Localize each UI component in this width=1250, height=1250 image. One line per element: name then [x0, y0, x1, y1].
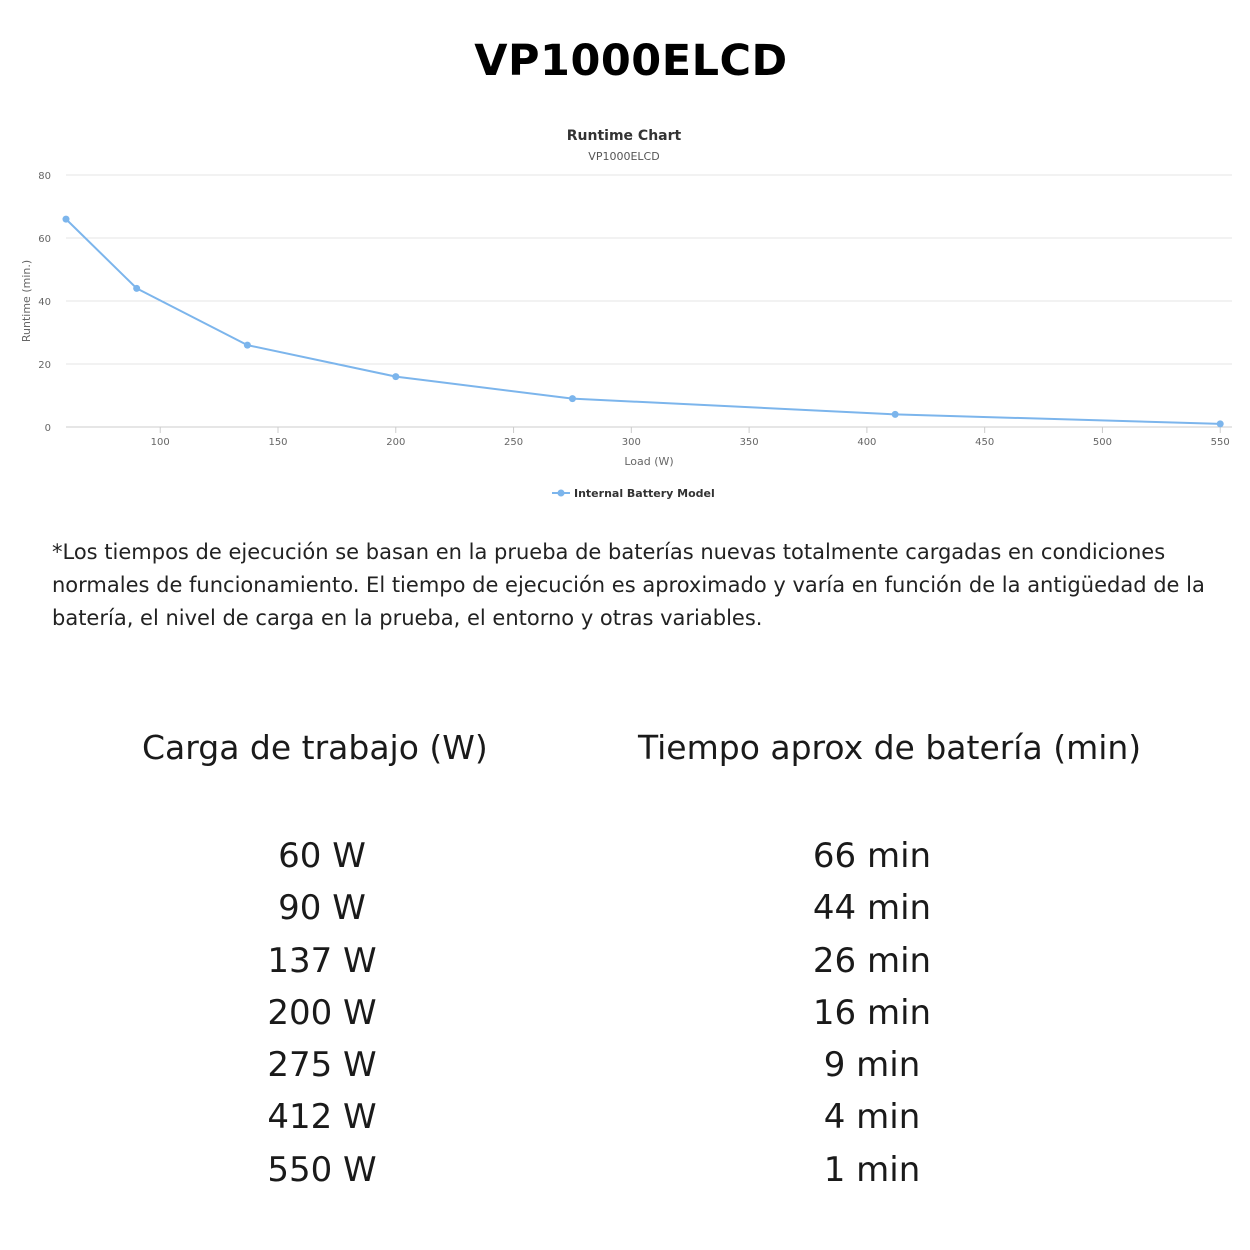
load-cell: 412 W	[267, 1097, 377, 1138]
x-tick-label: 550	[1211, 437, 1230, 448]
legend-marker	[557, 489, 565, 497]
y-tick-label: 0	[45, 423, 51, 434]
x-tick-label: 500	[1093, 437, 1112, 448]
runtime-cell: 1 min	[823, 1149, 921, 1190]
runtime-cell: 4 min	[823, 1097, 921, 1138]
x-tick-label: 300	[622, 437, 641, 448]
data-point[interactable]	[133, 284, 141, 292]
legend[interactable]: Internal Battery Model	[552, 487, 715, 500]
load-cell: 550 W	[267, 1149, 377, 1190]
chart-subtitle: VP1000ELCD	[588, 150, 659, 163]
data-point[interactable]	[891, 410, 899, 418]
runtime-cell: 66 min	[812, 836, 932, 876]
chart-title: Runtime Chart	[567, 128, 682, 144]
runtime-column-header: Tiempo aprox de batería (min)	[638, 728, 1142, 767]
runtime-column: 66 min 44 min 26 min 16 min 9 min 4 min …	[772, 830, 972, 1196]
runtime-cell: 16 min	[812, 992, 932, 1033]
load-column: 60 W 90 W 137 W 200 W 275 W 412 W 550 W	[222, 830, 422, 1196]
data-point[interactable]	[392, 373, 400, 381]
x-tick-label: 450	[975, 437, 994, 448]
series-line	[65, 218, 1221, 425]
runtime-chart: Runtime Chart VP1000ELCD 0 20 40 60 80 100 15…	[20, 128, 1232, 500]
x-tick-label: 250	[504, 437, 523, 448]
data-point[interactable]	[568, 395, 576, 403]
x-tick-label: 200	[386, 437, 405, 448]
x-tick-label: 150	[268, 437, 287, 448]
legend-label: Internal Battery Model	[574, 487, 715, 500]
y-axis-ticks: 0 20 40 60 80	[38, 171, 51, 434]
y-tick-label: 60	[38, 234, 51, 245]
x-tick-label: 350	[740, 437, 759, 448]
runtime-cell: 26 min	[812, 940, 932, 981]
x-axis-ticks: 100 150 200 250 300 350 400 450 500 550	[151, 427, 1230, 448]
y-axis-label: Runtime (min.)	[20, 260, 33, 342]
data-point[interactable]	[243, 341, 251, 349]
load-cell: 137 W	[267, 940, 377, 981]
load-cell: 90 W	[278, 888, 366, 929]
x-tick-label: 100	[151, 437, 170, 448]
runtime-cell: 44 min	[812, 888, 932, 929]
load-column-header: Carga de trabajo (W)	[142, 728, 488, 767]
load-cell: 60 W	[278, 836, 366, 876]
y-tick-label: 80	[38, 171, 51, 182]
data-point[interactable]	[1216, 420, 1224, 428]
x-tick-label: 400	[857, 437, 876, 448]
series-internal-battery-model	[62, 215, 1224, 428]
grid-lines	[66, 174, 1232, 428]
runtime-cell: 9 min	[823, 1045, 921, 1086]
data-point[interactable]	[62, 215, 70, 223]
load-cell: 275 W	[267, 1045, 377, 1086]
y-tick-label: 40	[38, 297, 51, 308]
x-axis-label: Load (W)	[624, 455, 673, 468]
load-cell: 200 W	[267, 992, 377, 1033]
runtime-disclaimer: *Los tiempos de ejecución se basan en la…	[52, 540, 1205, 630]
y-tick-label: 20	[38, 360, 51, 371]
page-title: VP1000ELCD	[474, 36, 788, 86]
